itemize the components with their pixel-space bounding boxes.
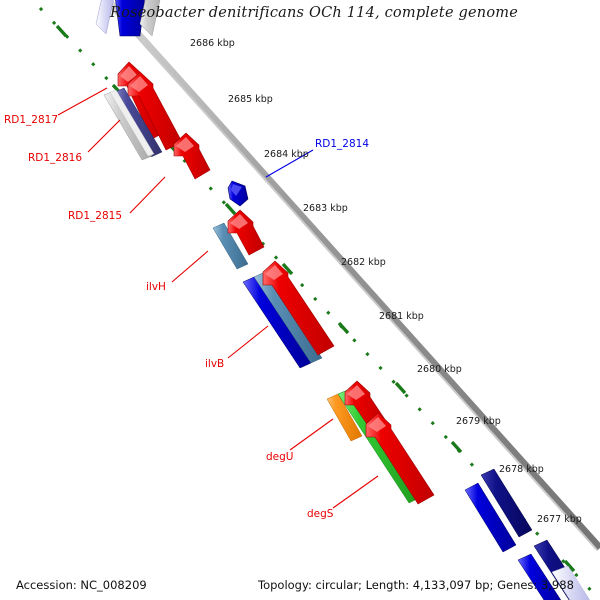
leader-ilvh (171, 250, 209, 283)
gene-label-degu[interactable]: degU (266, 451, 294, 463)
ruler-tick-label: 2678 kbp (499, 464, 544, 475)
feature-gene-blue-2678[interactable] (464, 482, 517, 553)
leader-rd1-2817 (57, 87, 108, 116)
gene-label-rd1_2815[interactable]: RD1_2815 (68, 210, 123, 222)
ruler-tick-label: 2677 kbp (537, 514, 582, 525)
genome-backbone (102, 0, 600, 551)
ruler-tick-label: 2681 kbp (379, 311, 424, 322)
ruler-tick-label: 2680 kbp (417, 364, 462, 375)
feature-gene-blue-2677[interactable] (517, 553, 566, 600)
leader-rd1-2814 (265, 149, 314, 178)
ruler-tick-label: 2686 kbp (190, 38, 235, 49)
feature-gene-rd1-2815[interactable] (173, 132, 211, 180)
feature-gene-blue-top[interactable] (95, 0, 164, 37)
gene-label-rd1_2816[interactable]: RD1_2816 (28, 152, 83, 164)
feature-domain-pale-bottom[interactable] (551, 565, 600, 600)
callout-leader-lines (57, 87, 379, 509)
feature-domain-ilvb-steel[interactable] (253, 271, 323, 364)
gene-label-ilvb[interactable]: ilvB (205, 358, 225, 370)
feature-domain-grey-thin[interactable] (109, 89, 155, 157)
genome-summary-text: Topology: circular; Length: 4,133,097 bp… (258, 578, 574, 592)
leader-ilvb (227, 325, 269, 359)
ruler-tick-label: 2685 kbp (228, 94, 273, 105)
gene-label-rd1_2814[interactable]: RD1_2814 (315, 138, 370, 150)
leader-degu (289, 418, 334, 451)
gene-label-degs[interactable]: degS (307, 508, 334, 520)
ruler-tick-label: 2683 kbp (303, 203, 348, 214)
ruler-tick-label: 2684 kbp (264, 149, 309, 160)
gene-label-ilvh[interactable]: ilvH (146, 281, 166, 293)
ruler-tick-label: 2682 kbp (341, 257, 386, 268)
gene-label-rd1_2817[interactable]: RD1_2817 (4, 114, 59, 126)
page-title: Roseobacter denitrificans OCh 114, compl… (110, 5, 518, 21)
feature-domain-ilvh[interactable] (212, 222, 249, 270)
accession-text: Accession: NC_008209 (16, 578, 147, 592)
feature-gene-ilvh[interactable] (227, 209, 265, 256)
leader-rd1-2815 (129, 176, 166, 214)
leader-rd1-2816 (87, 119, 121, 153)
feature-gene-ilvb[interactable] (262, 260, 335, 356)
leader-degs (332, 475, 379, 509)
ruler-tick-label: 2679 kbp (456, 416, 501, 427)
feature-gene-rd1-2814[interactable] (227, 180, 249, 207)
feature-gene-navy-2678[interactable] (480, 468, 533, 538)
feature-gene-degs[interactable] (365, 412, 435, 505)
feature-domain-degu-orange[interactable] (326, 393, 363, 442)
